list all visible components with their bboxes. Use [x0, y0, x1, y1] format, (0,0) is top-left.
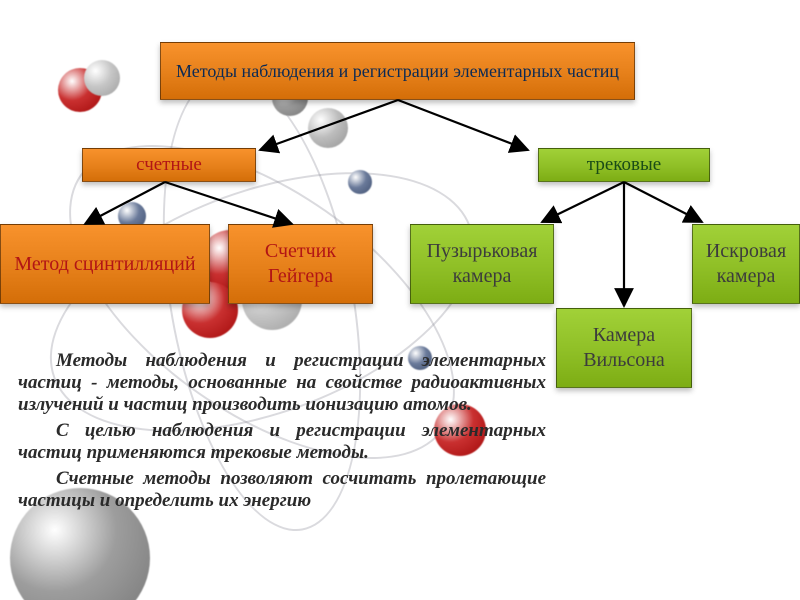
node-geiger: Счетчик Гейгера: [228, 224, 373, 304]
node-spark: Искровая камера: [692, 224, 800, 304]
node-right: трековые: [538, 148, 710, 182]
node-bubble: Пузырьковая камера: [410, 224, 554, 304]
paragraph-3: Счетные методы позволяют сосчитать проле…: [18, 468, 546, 512]
paragraph-1: Методы наблюдения и регистрации элемента…: [18, 350, 546, 416]
node-wilson: Камера Вильсона: [556, 308, 692, 388]
node-root: Методы наблюдения и регистрации элемента…: [160, 42, 635, 100]
paragraph-2: С целью наблюдения и регистрации элемент…: [18, 420, 546, 464]
description-text: Методы наблюдения и регистрации элемента…: [18, 350, 546, 516]
node-left: счетные: [82, 148, 256, 182]
node-scint: Метод сцинтилляций: [0, 224, 210, 304]
